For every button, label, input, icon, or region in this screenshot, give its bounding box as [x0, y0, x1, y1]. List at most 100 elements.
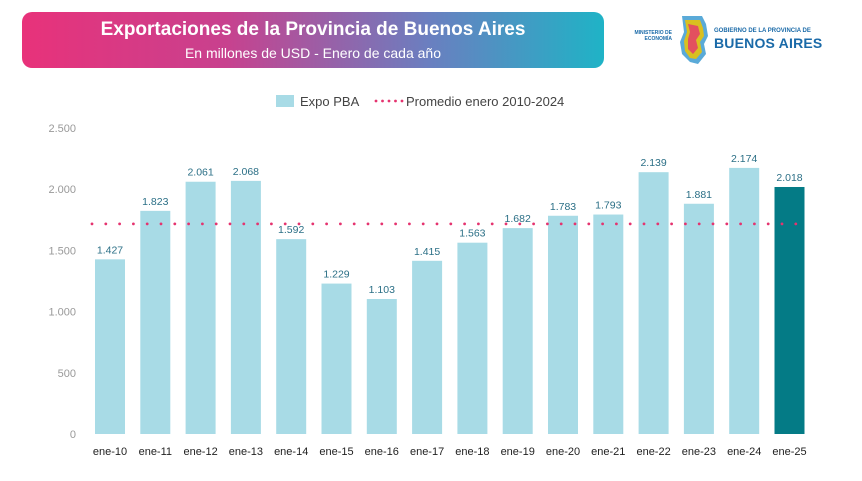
x-tick-label: ene-16 — [365, 446, 399, 458]
average-dot — [297, 222, 301, 226]
data-label: 1.563 — [459, 228, 485, 240]
average-dot — [352, 222, 356, 226]
bar — [548, 215, 578, 434]
x-axis: ene-10 ene-11 ene-12 ene-13 ene-14 ene-15 ene-… — [93, 446, 807, 458]
bar — [638, 172, 669, 434]
legend-label-average: Promedio enero 2010-2024 — [406, 94, 564, 109]
x-tick-label: ene-21 — [591, 446, 625, 458]
ministry-label: MINISTERIO DE ECONOMÍA — [618, 30, 672, 42]
bar — [185, 181, 216, 434]
average-dot — [725, 222, 729, 226]
data-label: 1.229 — [323, 269, 349, 281]
average-dot — [490, 222, 494, 226]
province-name: BUENOS AIRES — [714, 35, 823, 51]
average-dot — [394, 222, 397, 226]
average-dot — [325, 222, 328, 226]
average-dot — [573, 222, 577, 226]
x-tick-label: ene-12 — [183, 446, 217, 458]
bar — [366, 298, 397, 434]
bar — [729, 167, 760, 434]
government-line: GOBIERNO DE LA PROVINCIA DE — [714, 28, 811, 34]
y-tick-label: 1.500 — [48, 245, 76, 257]
x-tick-label: ene-19 — [501, 446, 535, 458]
province-map-icon — [680, 16, 708, 64]
x-tick-label: ene-10 — [93, 446, 127, 458]
average-dot — [145, 222, 149, 226]
y-tick-label: 0 — [70, 429, 76, 441]
average-dot — [104, 222, 108, 226]
average-dot — [656, 222, 660, 226]
average-line — [90, 222, 798, 226]
data-label: 1.823 — [142, 196, 168, 208]
ministry-line-2: ECONOMÍA — [644, 36, 673, 42]
average-dot — [408, 222, 411, 226]
average-dot — [628, 222, 632, 226]
legend-label-expo: Expo PBA — [300, 94, 360, 109]
bar — [774, 186, 805, 434]
average-dot — [435, 222, 439, 226]
average-dot — [449, 222, 453, 226]
x-tick-label: ene-22 — [636, 446, 670, 458]
average-dot — [615, 222, 618, 226]
bars — [95, 167, 805, 434]
bar — [502, 228, 533, 434]
average-dot — [311, 222, 315, 226]
title-banner: Exportaciones de la Provincia de Buenos … — [22, 12, 604, 68]
data-label: 2.061 — [187, 167, 213, 179]
legend-swatch-expo — [276, 95, 294, 107]
bar — [140, 210, 171, 434]
bar-chart: Expo PBA Promedio enero 2010-2024 0 500 1.… — [48, 94, 807, 458]
x-tick-label: ene-18 — [455, 446, 489, 458]
y-axis: 0 500 1.000 1.500 2.000 2.500 — [48, 123, 76, 441]
x-tick-label: ene-23 — [682, 446, 716, 458]
x-tick-label: ene-11 — [139, 446, 172, 458]
average-dot — [463, 222, 466, 226]
data-label: 1.103 — [369, 284, 395, 296]
y-tick-label: 500 — [58, 368, 76, 380]
average-dot — [339, 222, 342, 226]
data-label: 2.174 — [731, 153, 757, 165]
average-dot — [780, 222, 784, 226]
average-dot — [587, 222, 591, 226]
bar — [321, 283, 352, 434]
average-dot — [256, 222, 259, 226]
data-label: 2.018 — [776, 172, 802, 184]
data-labels: 1.427 1.823 2.061 2.068 1.592 1.229 1.103 1.415… — [97, 153, 803, 296]
x-tick-label: ene-17 — [410, 446, 444, 458]
average-dot — [477, 222, 480, 226]
legend-average-dot — [387, 99, 391, 103]
chart-subtitle: En millones de USD - Enero de cada año — [184, 45, 442, 61]
legend-average-dot — [374, 99, 378, 103]
data-label: 1.427 — [97, 244, 123, 256]
average-dot — [753, 222, 756, 226]
data-label: 1.783 — [550, 201, 576, 213]
bar — [95, 259, 125, 434]
average-dot — [766, 222, 770, 226]
bar — [457, 242, 488, 434]
average-dot — [242, 222, 246, 226]
average-dot — [118, 222, 121, 226]
average-dot — [187, 222, 191, 226]
average-dot — [711, 222, 715, 226]
bar — [412, 260, 443, 434]
x-tick-label: ene-14 — [274, 446, 308, 458]
legend-average-dot — [381, 99, 384, 103]
average-dot — [794, 222, 798, 226]
government-logo: MINISTERIO DE ECONOMÍA GOBIERNO DE LA PR… — [618, 14, 838, 70]
chart-title: Exportaciones de la Provincia de Buenos … — [100, 19, 526, 40]
x-tick-label: ene-25 — [772, 446, 806, 458]
average-dot — [546, 222, 549, 226]
data-label: 1.415 — [414, 246, 440, 258]
legend: Expo PBA Promedio enero 2010-2024 — [276, 94, 564, 109]
bar — [683, 203, 714, 434]
average-dot — [159, 222, 163, 226]
y-tick-label: 2.500 — [48, 123, 76, 135]
bar — [230, 180, 261, 434]
average-dot — [380, 222, 384, 226]
average-dot — [532, 222, 535, 226]
data-label: 2.068 — [233, 166, 259, 178]
ministry-line-1: MINISTERIO DE — [634, 30, 672, 36]
average-dot — [132, 222, 135, 226]
y-tick-label: 2.000 — [48, 184, 76, 196]
legend-swatch-average — [374, 99, 404, 103]
